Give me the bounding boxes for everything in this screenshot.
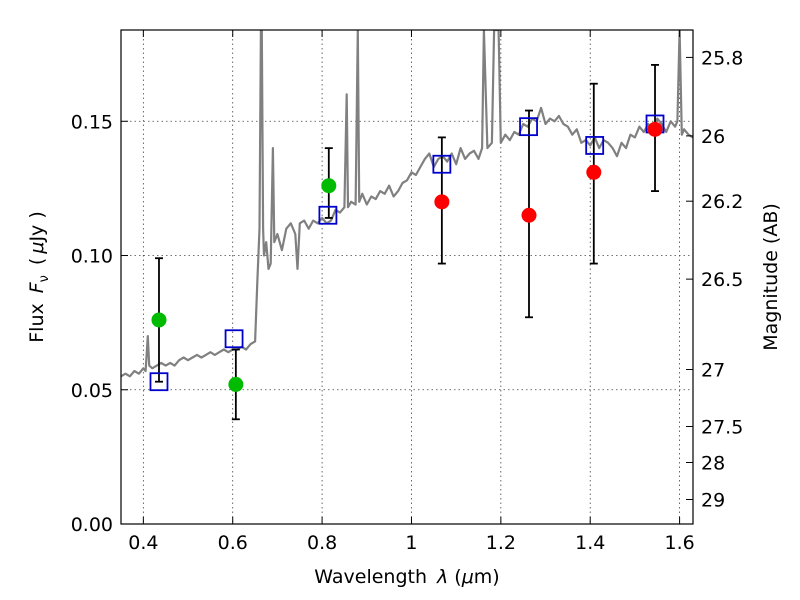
mag-tick-label: 28 xyxy=(701,452,725,474)
red-point xyxy=(586,164,602,180)
model-box xyxy=(224,329,244,349)
green-point xyxy=(228,376,244,392)
x-axis-title: Wavelength λ (μm) xyxy=(314,566,499,588)
green-point xyxy=(151,312,167,328)
y-tick-label: 0.05 xyxy=(71,380,113,402)
model-box xyxy=(519,117,538,137)
model-box xyxy=(585,136,605,155)
green-point xyxy=(321,178,337,194)
mag-tick-label: 26 xyxy=(701,126,725,148)
mag-tick-label: 26.2 xyxy=(701,191,743,213)
mag-tick-label: 25.8 xyxy=(701,47,743,69)
axis-ticks: 0.4 0.6 0.8 1 1.2 1.4 1.6 0.00 0.05 0.10 0.15 25.8 2… xyxy=(71,30,743,554)
mag-tick-label: 27.5 xyxy=(701,417,743,439)
red-point xyxy=(647,121,663,137)
x-tick-label: 0.6 xyxy=(218,532,248,554)
model-box xyxy=(318,205,338,225)
y2-axis-title: Magnitude (AB) xyxy=(760,203,782,351)
plot-frame xyxy=(120,29,694,525)
y-tick-label: 0.15 xyxy=(71,111,113,133)
model-box xyxy=(432,154,452,174)
marker-layer xyxy=(149,114,665,392)
red-point xyxy=(434,194,450,210)
model-box xyxy=(149,372,169,392)
y-tick-label: 0.10 xyxy=(71,246,113,268)
x-tick-label: 0.4 xyxy=(128,532,158,554)
y-tick-label: 0.00 xyxy=(71,514,113,536)
red-point xyxy=(521,207,537,223)
mag-tick-label: 26.5 xyxy=(701,269,743,291)
x-tick-label: 0.8 xyxy=(307,532,337,554)
x-tick-label: 1.2 xyxy=(486,532,516,554)
x-tick-label: 1.6 xyxy=(664,532,694,554)
mag-tick-label: 27 xyxy=(701,359,725,381)
x-tick-label: 1.4 xyxy=(575,532,605,554)
mag-tick-label: 29 xyxy=(701,490,725,512)
y-axis-title: FluxFν(μJy ) xyxy=(26,211,52,343)
x-tick-label: 1 xyxy=(405,532,417,554)
